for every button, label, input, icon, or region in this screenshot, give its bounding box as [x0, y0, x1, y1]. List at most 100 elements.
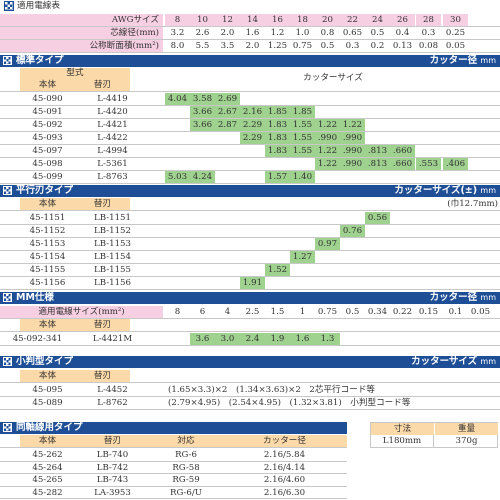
awg-cell: 16	[265, 14, 290, 26]
mm-header: MM仕様 カッター径 mm	[0, 292, 500, 304]
small-desc: (1.65×3.3)×2 (1.34×3.63)×2 2芯平行コード等	[168, 385, 376, 395]
small-body: 45-095	[32, 385, 63, 395]
standard-h-body: 本体	[20, 79, 75, 91]
small-unit: mm	[480, 357, 496, 366]
standard-blade: L-4420	[97, 107, 128, 117]
small-row: 45-089 L-8762 (2.79×4.95) (2.54×4.95) (1.3…	[0, 397, 500, 410]
mm-size-cell: 6	[199, 307, 206, 317]
standard-blade: L-8763	[97, 172, 128, 182]
standard-row: 45-099 L-8763 5.03 4.24 1.57 1.40	[0, 171, 500, 184]
standard-cutter-cell: .660	[390, 158, 415, 170]
mm-h-blade: 替刃	[75, 319, 130, 331]
awg-cell: 3.2	[170, 28, 185, 38]
awg-cell: 0.2	[370, 41, 385, 51]
awg-cell: 26	[390, 14, 415, 26]
mm-h-size: 適用電線サイズ(mm²)	[0, 306, 163, 318]
standard-cutter-cell: 1.55	[290, 145, 315, 157]
standard-cutter-cell: .406	[443, 158, 468, 170]
small-title: 小判型タイプ	[16, 356, 74, 367]
mm-cutter-cell: 2.4	[240, 333, 265, 345]
awg-cell: 8	[165, 14, 190, 26]
coax-row: 45-282 LA-3953 RG-6/U 2.16/6.30	[0, 487, 347, 499]
mm-size-cell: 1	[299, 307, 306, 317]
standard-unit: mm	[480, 56, 496, 65]
flat-row: 45-1152 LB-1152 0.76	[0, 225, 500, 238]
mm-blade: L-4421M	[92, 334, 133, 344]
awg-cell: 5.5	[195, 41, 210, 51]
flat-title: 平行刃タイプ	[16, 185, 74, 196]
standard-cutter-cell: 4.24	[190, 171, 215, 183]
flat-cutter-cell: 1.27	[290, 251, 315, 263]
standard-body: 45-098	[32, 159, 63, 169]
flat-cutter-cell: 0.97	[315, 238, 340, 250]
standard-cutter-cell: .990	[340, 158, 365, 170]
mm-size-cell: 0.1	[448, 307, 463, 317]
coax-blade: LB-742	[96, 462, 129, 473]
coax-cutter: 2.16/4.60	[263, 475, 306, 485]
awg-cell: 0.5	[320, 41, 335, 51]
awg-cell: 2.0	[245, 41, 260, 51]
flat-blade: LB-1152	[94, 226, 131, 236]
flat-row: 45-1155 LB-1155 1.52	[0, 264, 500, 277]
awg-cell: 28	[416, 14, 441, 26]
standard-cutter-cell: 1.40	[290, 171, 315, 183]
coax-fit: RG-58	[172, 462, 200, 473]
flat-cutter-cell: 1.91	[240, 277, 265, 289]
mm-size-cell: 4	[224, 307, 231, 317]
standard-h-blade: 替刃	[75, 79, 130, 91]
awg-row-label: AWGサイズ	[0, 14, 163, 26]
awg-cell: 1.0	[295, 28, 310, 38]
standard-body: 45-091	[32, 107, 63, 117]
mm-size-cell: 2.5	[245, 307, 260, 317]
standard-cutter-cell: 1.22	[315, 119, 340, 131]
mm-subheader: 本体 替刃	[0, 319, 500, 332]
mm-cutter-cell: 3.0	[215, 333, 240, 345]
standard-body: 45-093	[32, 133, 63, 143]
standard-blade: L-4422	[97, 133, 128, 143]
awg-cell: 1.2	[270, 28, 285, 38]
awg-cell: 3.5	[220, 41, 235, 51]
flat-row: 45-1154 LB-1154 1.27	[0, 251, 500, 264]
standard-cutter-cell: 1.22	[315, 158, 340, 170]
standard-row: 45-093 L-4422 2.29 1.83 1.55.990.990	[0, 132, 500, 145]
awg-cell: 10	[190, 14, 215, 26]
flat-right: カッターサイズ(±)	[394, 185, 478, 196]
awg-cell: 1.25	[267, 41, 288, 51]
standard-blade: L-4994	[97, 146, 128, 156]
flat-blade: LB-1155	[94, 265, 131, 275]
coax-cutter: 2.16/5.84	[263, 450, 306, 460]
standard-cutter-cell: .660	[390, 145, 415, 157]
awg-cell: 12	[215, 14, 240, 26]
checker-icon	[3, 186, 12, 195]
coax-blade: LB-743	[96, 475, 129, 485]
small-blade: L-8762	[97, 398, 128, 408]
flat-body: 45-1151	[29, 213, 66, 223]
awg-row: 公称断面積(mm²) 8.0 5.5 3.5 2.0 1.25 0.75 0.5 0.3 0.2 0…	[0, 40, 500, 53]
coax-fit: RG-6	[175, 450, 197, 460]
standard-cutter-cell: 2.69	[215, 93, 240, 105]
standard-blade: L-4421	[97, 120, 128, 130]
flat-body: 45-1153	[29, 239, 66, 249]
small-right: カッターサイズ	[411, 356, 478, 367]
coax-subheader: 本体 替刃 対応 カッター径	[0, 435, 347, 448]
mm-size-cell: 0.22	[392, 307, 413, 317]
standard-cutter-cell: 3.66	[190, 119, 215, 131]
dim-h-weight: 重量	[435, 423, 498, 435]
coax-header: 同軸線用タイプ	[0, 422, 347, 434]
flat-h-blade: 替刃	[75, 198, 130, 210]
checker-icon	[3, 423, 12, 432]
mm-size-cell: 0.15	[418, 307, 439, 317]
awg-cell: 20	[315, 14, 340, 26]
small-subheader: 本体 替刃	[0, 370, 500, 383]
standard-row: 45-097 L-4994 1.83 1.55 1.22.990.813.660	[0, 145, 500, 158]
standard-cutter-cell: 2.16	[240, 106, 265, 118]
coax-blade: LA-3953	[94, 487, 131, 498]
standard-right: カッター径	[429, 55, 478, 66]
standard-cutter-cell: 1.83	[265, 132, 290, 144]
dim-h-size: 寸法	[371, 423, 434, 435]
standard-row: 45-092 L-4421 3.66 2.87 2.29 1.83 1.55 1.22 1.22	[0, 119, 500, 132]
mm-size-cell: 1.5	[270, 307, 285, 317]
standard-blade: L-4419	[97, 94, 128, 104]
standard-cutter-cell: 1.22	[340, 119, 365, 131]
coax-body: 45-282	[32, 487, 63, 498]
